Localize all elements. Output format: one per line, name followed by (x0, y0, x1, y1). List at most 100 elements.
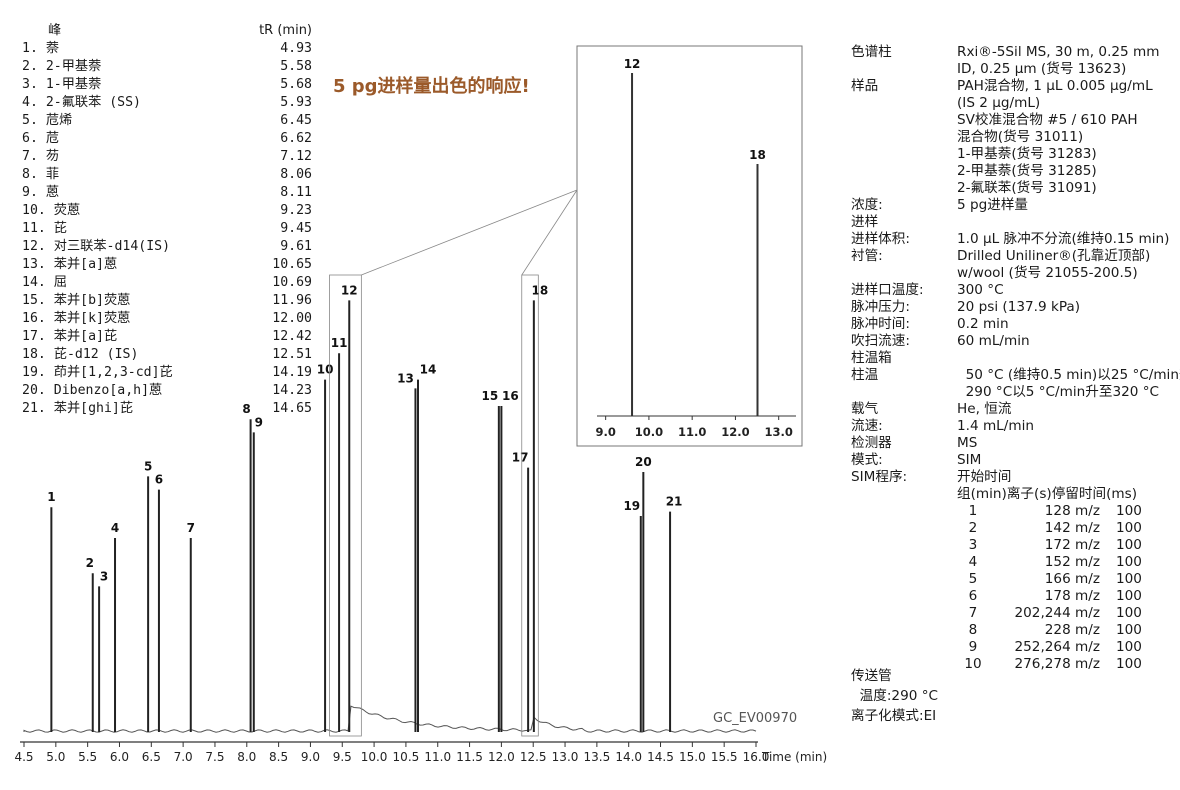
peak-label: 14 (420, 363, 437, 377)
peak-row: 2. 2-甲基萘 5.58 (22, 58, 312, 76)
peak-name: 11. 芘 (22, 221, 67, 236)
sim-ions: 172 m/z (1044, 537, 1100, 553)
conditions-panel: 色谱柱 Rxi®-5Sil MS, 30 m, 0.25 mm ID, 0.25 µ… (851, 44, 1180, 503)
x-tick-label: 10.0 (361, 750, 388, 764)
condition-label: 流速: (851, 418, 883, 434)
condition-label: 进样口温度: (851, 282, 924, 298)
condition-row: 柱温 50 °C (维持0.5 min)以25 °C/min升至 (851, 367, 1180, 384)
peak-name: 16. 苯并[k]荧蒽 (22, 311, 131, 326)
peak-retention-time: 6.45 (280, 113, 312, 128)
x-tick-label: 14.5 (647, 750, 674, 764)
condition-value: PAH混合物, 1 µL 0.005 µg/mL (957, 78, 1153, 94)
chromatogram-baseline (23, 705, 757, 733)
peak-retention-time: 9.61 (280, 239, 312, 254)
x-axis-label: Time (min) (761, 750, 827, 764)
peak-row: 8. 菲 8.06 (22, 166, 312, 184)
condition-row: SV校准混合物 #5 / 610 PAH (851, 112, 1176, 129)
sim-dwell: 100 (1116, 537, 1142, 553)
inset-peak-label: 12 (624, 57, 641, 71)
condition-value: ID, 0.25 µm (货号 13623) (957, 61, 1127, 77)
peak-label: 7 (187, 521, 195, 535)
x-tick-label: 9.5 (333, 750, 352, 764)
peak-row: 13. 苯并[a]蒽 10.65 (22, 256, 312, 274)
peak-name: 19. 茚并[1,2,3-cd]芘 (22, 365, 173, 380)
peak-table-header: 峰 tR (min) (22, 22, 312, 40)
condition-label: 离子化模式: (851, 708, 924, 724)
condition-label (851, 163, 957, 180)
peak-label: 4 (111, 521, 119, 535)
peak-name: 12. 对三联苯-d14(IS) (22, 239, 171, 254)
condition-row: 290 °C以5 °C/min升至320 °C (851, 384, 1176, 401)
condition-value: 50 °C (维持0.5 min)以25 °C/min升至 (965, 367, 1180, 383)
sim-group: 3 (968, 537, 978, 553)
condition-label (851, 95, 957, 112)
peak-name: 21. 苯并[ghi]芘 (22, 401, 134, 416)
condition-label: 衬管: (851, 248, 883, 264)
x-tick-label: 9.0 (301, 750, 320, 764)
x-tick-label: 15.0 (679, 750, 706, 764)
condition-label: 样品 (851, 78, 879, 94)
peak-name: 5. 苊烯 (22, 113, 73, 128)
sim-dwell: 100 (1116, 605, 1142, 621)
condition-label (851, 486, 957, 503)
condition-row: 脉冲压力: 20 psi (137.9 kPa) (851, 299, 1176, 316)
condition-value: (IS 2 µg/mL) (957, 95, 1041, 111)
condition-label: 传送管 (851, 668, 892, 684)
peak-row: 17. 苯并[a]芘 12.42 (22, 328, 312, 346)
condition-value: 5 pg进样量 (957, 197, 1029, 213)
condition-value: 290 °C以5 °C/min升至320 °C (957, 384, 1160, 400)
peak-retention-time: 7.12 (280, 149, 312, 164)
condition-value (957, 214, 1176, 231)
condition-value: 2-甲基萘(货号 31285) (957, 163, 1097, 179)
peak-retention-time: 5.93 (280, 95, 312, 110)
x-tick-label: 7.0 (174, 750, 193, 764)
condition-value: 组(min)离子(s)停留时间(ms) (957, 486, 1138, 502)
x-tick-label: 5.5 (78, 750, 97, 764)
peak-label: 3 (100, 569, 108, 583)
condition-label (851, 112, 957, 129)
condition-row: 色谱柱 Rxi®-5Sil MS, 30 m, 0.25 mm (851, 44, 1176, 61)
inset-connector (521, 189, 578, 276)
condition-label: 进样 (851, 214, 879, 230)
peak-name: 15. 苯并[b]荧蒽 (22, 293, 131, 308)
peak-retention-time: 11.96 (272, 293, 312, 308)
condition-label: 检测器 (851, 435, 892, 451)
condition-label: 载气 (851, 401, 879, 417)
x-tick-label: 10.5 (393, 750, 420, 764)
condition-value (957, 350, 1176, 367)
zoom-box-12 (329, 274, 362, 737)
peak-label: 8 (242, 402, 250, 416)
condition-row: 混合物(货号 31011) (851, 129, 1176, 146)
peak-row: 7. 芴 7.12 (22, 148, 312, 166)
peak-name: 7. 芴 (22, 149, 60, 164)
condition-label (851, 129, 957, 146)
condition-label (851, 265, 957, 282)
peak-row: 19. 茚并[1,2,3-cd]芘 14.19 (22, 364, 312, 382)
sim-group: 6 (968, 588, 978, 604)
condition-row: 样品 PAH混合物, 1 µL 0.005 µg/mL (851, 78, 1176, 95)
peak-row: 18. 芘-d12 (IS) 12.51 (22, 346, 312, 364)
condition-row: 进样 (851, 214, 1176, 231)
peak-row: 11. 芘 9.45 (22, 220, 312, 238)
peak-retention-time: 12.51 (272, 347, 312, 362)
peak-retention-time: 4.93 (280, 41, 312, 56)
condition-label (851, 180, 957, 197)
sim-group: 5 (968, 571, 978, 587)
x-tick-label: 11.5 (456, 750, 483, 764)
condition-row: 检测器 MS (851, 435, 1176, 452)
condition-value: He, 恒流 (957, 401, 1012, 417)
sim-ions: 228 m/z (1044, 622, 1100, 638)
sim-dwell: 100 (1116, 520, 1142, 536)
peak-name: 3. 1-甲基萘 (22, 77, 102, 92)
peak-row: 5. 苊烯 6.45 (22, 112, 312, 130)
peak-name: 4. 2-氟联苯 (SS) (22, 95, 141, 110)
condition-label: 脉冲压力: (851, 299, 910, 315)
condition-value: Rxi®-5Sil MS, 30 m, 0.25 mm (957, 44, 1160, 60)
peak-row: 20. Dibenzo[a,h]蒽 14.23 (22, 382, 312, 400)
peak-label: 2 (86, 556, 94, 570)
peak-retention-time: 5.58 (280, 59, 312, 74)
peak-label: 18 (532, 283, 549, 297)
inset-tick-label: 12.0 (721, 425, 749, 439)
peak-name: 18. 芘-d12 (IS) (22, 347, 139, 362)
